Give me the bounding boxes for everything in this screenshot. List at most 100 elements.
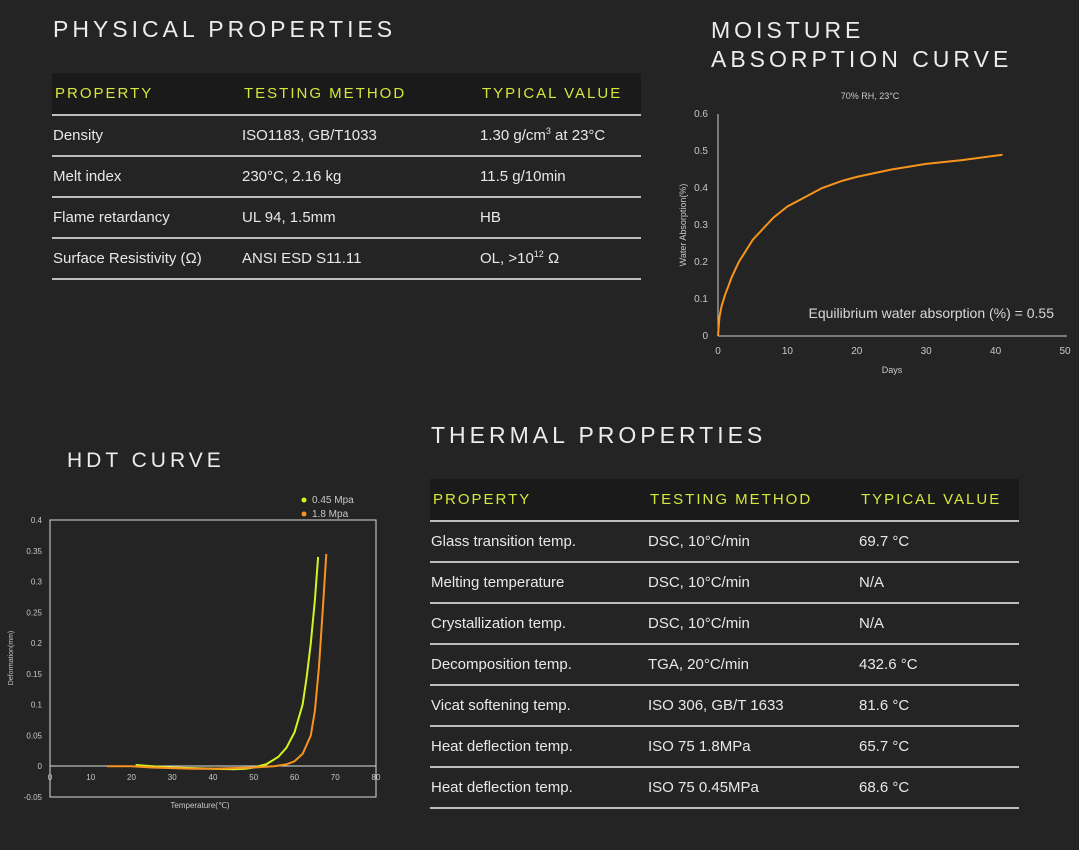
y-tick-label: 0.15 bbox=[26, 670, 42, 679]
hdt-curve-title: HDT CURVE bbox=[67, 449, 225, 472]
table-row: Melting temperature DSC, 10°C/min N/A bbox=[430, 562, 1019, 604]
x-tick-label: 70 bbox=[331, 773, 340, 782]
physical-properties-table: PROPERTY TESTING METHOD TYPICAL VALUE De… bbox=[52, 73, 641, 280]
x-tick-label: 80 bbox=[372, 773, 381, 782]
x-tick-label: 50 bbox=[1059, 346, 1071, 357]
y-tick-label: 0.1 bbox=[31, 701, 43, 710]
y-tick-label: 0.2 bbox=[694, 257, 708, 268]
property-cell: Vicat softening temp. bbox=[430, 685, 647, 727]
x-tick-label: 20 bbox=[127, 773, 136, 782]
method-cell: 230°C, 2.16 kg bbox=[241, 156, 479, 198]
property-cell: Glass transition temp. bbox=[430, 521, 647, 563]
x-tick-label: 20 bbox=[851, 346, 863, 357]
x-axis-label: Temperature(℃) bbox=[170, 801, 230, 810]
property-cell: Decomposition temp. bbox=[430, 644, 647, 686]
property-cell: Surface Resistivity (Ω) bbox=[52, 238, 241, 280]
value-cell: N/A bbox=[858, 603, 1019, 645]
y-tick-label: 0.35 bbox=[26, 547, 42, 556]
moisture-series-line bbox=[717, 153, 1003, 337]
y-tick-label: 0.1 bbox=[694, 294, 708, 305]
hdt-series-18-line bbox=[107, 553, 328, 770]
method-cell: ISO 75 0.45MPa bbox=[647, 767, 858, 809]
x-tick-label: 0 bbox=[48, 773, 53, 782]
value-cell: N/A bbox=[858, 562, 1019, 604]
property-cell: Melt index bbox=[52, 156, 241, 198]
legend-marker-045 bbox=[301, 497, 307, 503]
chart-subtitle: 70% RH, 23°C bbox=[841, 91, 900, 101]
column-header-typical-value: TYPICAL VALUE bbox=[479, 73, 641, 116]
y-axis-label: Water Absorption(%) bbox=[678, 184, 688, 267]
property-cell: Melting temperature bbox=[430, 562, 647, 604]
legend-marker-18 bbox=[301, 511, 307, 517]
column-header-property: PROPERTY bbox=[430, 479, 647, 522]
table-header-row: PROPERTY TESTING METHOD TYPICAL VALUE bbox=[430, 479, 1019, 522]
method-cell: ISO 75 1.8MPa bbox=[647, 726, 858, 768]
equilibrium-annotation: Equilibrium water absorption (%) = 0.55 bbox=[808, 305, 1054, 321]
thermal-properties-title: THERMAL PROPERTIES bbox=[431, 422, 767, 448]
x-tick-label: 40 bbox=[209, 773, 218, 782]
x-axis-label: Days bbox=[882, 365, 903, 375]
value-cell: OL, >1012 Ω bbox=[479, 238, 641, 280]
value-cell: 81.6 °C bbox=[858, 685, 1019, 727]
table-row: Vicat softening temp. ISO 306, GB/T 1633 8… bbox=[430, 685, 1019, 727]
table-row: Heat deflection temp. ISO 75 0.45MPa 68.6 … bbox=[430, 767, 1019, 809]
y-tick-label: 0.05 bbox=[26, 731, 42, 740]
table-row: Surface Resistivity (Ω) ANSI ESD S11.11 … bbox=[52, 238, 641, 280]
column-header-typical-value: TYPICAL VALUE bbox=[858, 479, 1019, 522]
y-tick-label: 0 bbox=[702, 331, 708, 342]
x-tick-label: 50 bbox=[249, 773, 258, 782]
table-row: Crystallization temp. DSC, 10°C/min N/A bbox=[430, 603, 1019, 645]
value-cell: 68.6 °C bbox=[858, 767, 1019, 809]
column-header-property: PROPERTY bbox=[52, 73, 241, 116]
column-header-testing-method: TESTING METHOD bbox=[241, 73, 479, 116]
property-cell: Density bbox=[52, 115, 241, 157]
method-cell: TGA, 20°C/min bbox=[647, 644, 858, 686]
property-cell: Crystallization temp. bbox=[430, 603, 647, 645]
physical-properties-title: PHYSICAL PROPERTIES bbox=[53, 16, 397, 42]
value-cell: 1.30 g/cm3 at 23°C bbox=[479, 115, 641, 157]
value-cell: 65.7 °C bbox=[858, 726, 1019, 768]
value-cell: 11.5 g/10min bbox=[479, 156, 641, 198]
chart-legend: 0.45 Mpa 1.8 Mpa bbox=[301, 495, 354, 520]
legend-label-18: 1.8 Mpa bbox=[312, 509, 349, 520]
table-row: Glass transition temp. DSC, 10°C/min 69.7 … bbox=[430, 521, 1019, 563]
table-row: Density ISO1183, GB/T1033 1.30 g/cm3 at … bbox=[52, 115, 641, 157]
x-tick-label: 10 bbox=[782, 346, 794, 357]
y-tick-label: -0.05 bbox=[24, 793, 43, 802]
y-tick-label: 0 bbox=[38, 762, 43, 771]
y-tick-label: 0.4 bbox=[694, 183, 708, 194]
moisture-curve-title: MOISTURE ABSORPTION CURVE bbox=[711, 17, 1013, 72]
value-cell: 432.6 °C bbox=[858, 644, 1019, 686]
x-tick-label: 60 bbox=[290, 773, 299, 782]
plot-area-border bbox=[49, 519, 377, 798]
table-row: Melt index 230°C, 2.16 kg 11.5 g/10min bbox=[52, 156, 641, 198]
table-row: Heat deflection temp. ISO 75 1.8MPa 65.7 °… bbox=[430, 726, 1019, 768]
column-header-testing-method: TESTING METHOD bbox=[647, 479, 858, 522]
y-axis-label: Deformation(mm) bbox=[8, 631, 15, 685]
value-cell: 69.7 °C bbox=[858, 521, 1019, 563]
table-row: Decomposition temp. TGA, 20°C/min 432.6 °C bbox=[430, 644, 1019, 686]
hdt-series-045-line bbox=[135, 556, 320, 771]
method-cell: DSC, 10°C/min bbox=[647, 521, 858, 563]
y-tick-label: 0.4 bbox=[31, 516, 43, 525]
y-tick-label: 0.25 bbox=[26, 608, 42, 617]
y-tick-label: 0.6 bbox=[694, 109, 708, 120]
x-tick-label: 10 bbox=[86, 773, 95, 782]
method-cell: DSC, 10°C/min bbox=[647, 603, 858, 645]
property-cell: Heat deflection temp. bbox=[430, 726, 647, 768]
property-cell: Flame retardancy bbox=[52, 197, 241, 239]
table-header-row: PROPERTY TESTING METHOD TYPICAL VALUE bbox=[52, 73, 641, 116]
x-tick-label: 0 bbox=[715, 346, 721, 357]
y-tick-label: 0.2 bbox=[31, 639, 43, 648]
method-cell: ISO 306, GB/T 1633 bbox=[647, 685, 858, 727]
x-tick-label: 40 bbox=[990, 346, 1002, 357]
table-row: Flame retardancy UL 94, 1.5mm HB bbox=[52, 197, 641, 239]
thermal-properties-table: PROPERTY TESTING METHOD TYPICAL VALUE Gl… bbox=[430, 479, 1019, 809]
y-tick-label: 0.5 bbox=[694, 146, 708, 157]
x-tick-label: 30 bbox=[921, 346, 933, 357]
y-tick-label: 0.3 bbox=[31, 578, 43, 587]
legend-label-045: 0.45 Mpa bbox=[312, 495, 354, 506]
method-cell: UL 94, 1.5mm bbox=[241, 197, 479, 239]
property-cell: Heat deflection temp. bbox=[430, 767, 647, 809]
method-cell: ISO1183, GB/T1033 bbox=[241, 115, 479, 157]
